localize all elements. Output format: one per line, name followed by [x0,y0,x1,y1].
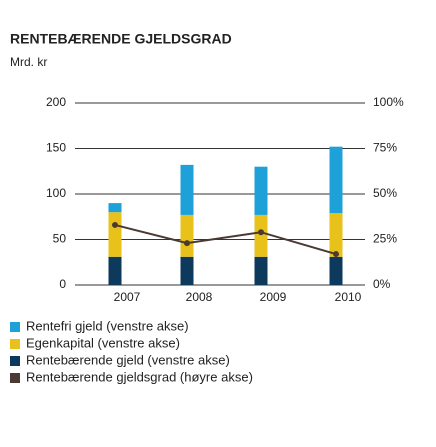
bar-segment [329,213,343,257]
bar-segment [254,256,268,285]
line-point [258,229,264,236]
line-point [112,221,118,228]
legend-label: Rentefri gjeld (venstre akse) [26,318,189,333]
y-tick-label: 200 [46,95,66,109]
bar-segment [180,164,194,215]
y-tick-label: 150 [46,141,66,155]
y2-tick-label: 0% [373,277,391,291]
bar-segment [254,166,268,215]
x-tick-label: 2007 [114,290,141,304]
bar-segment [180,256,194,285]
y2-tick-label: 75% [373,141,397,155]
bar-segment [329,256,343,285]
x-tick-label: 2010 [335,290,362,304]
legend-label: Rentebærende gjeld (venstre akse) [26,352,230,367]
bar-segment [108,256,122,285]
bar-segment [108,212,122,257]
bar-segment [180,214,194,257]
legend-label: Rentebærende gjeldsgrad (høyre akse) [26,369,253,384]
x-tick-label: 2009 [260,290,287,304]
chart-subtitle: Mrd. kr [10,55,47,69]
y2-tick-label: 50% [373,186,397,200]
line [114,223,337,256]
legend-swatch [10,339,20,349]
legend-swatch [10,373,20,383]
chart-title: RENTEBÆRENDE GJELDSGRAD [10,31,232,47]
y2-tick-label: 100% [373,95,404,109]
y-tick-label: 0 [59,277,66,291]
bar-segment [108,203,122,213]
legend-swatch [10,356,20,366]
legend-label: Egenkapital (venstre akse) [26,335,180,350]
legend: Rentefri gjeld (venstre akse) Egenkapital… [10,318,253,384]
line-point [333,251,339,258]
legend-swatch [10,322,20,332]
bar-segment [254,214,268,257]
y-tick-label: 50 [53,232,67,246]
line-point [184,240,190,247]
x-tick-label: 2008 [186,290,213,304]
y-tick-label: 100 [46,186,66,200]
y2-tick-label: 25% [373,232,397,246]
bar-segment [329,146,343,214]
